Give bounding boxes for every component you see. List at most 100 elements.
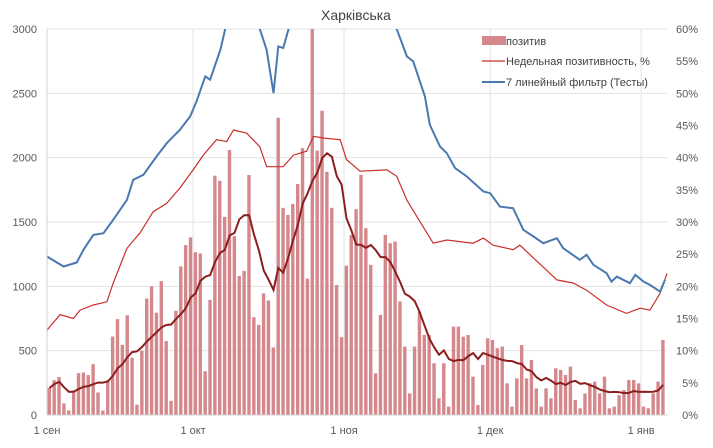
- bar: [369, 264, 373, 415]
- bar: [130, 357, 134, 415]
- y2-tick-label: 15%: [676, 314, 698, 326]
- bar: [286, 214, 290, 415]
- bar: [529, 359, 534, 415]
- y2-tick-label: 10%: [676, 346, 698, 358]
- bar: [407, 393, 412, 415]
- bar: [261, 293, 266, 415]
- bar: [349, 234, 353, 415]
- bar: [388, 243, 392, 415]
- y-tick-label: 2500: [13, 88, 37, 100]
- bar: [403, 346, 407, 415]
- bar: [359, 174, 363, 415]
- bar: [101, 410, 105, 415]
- lines: [46, 29, 668, 395]
- bar: [563, 374, 568, 415]
- bar: [593, 381, 597, 415]
- bar: [549, 398, 553, 415]
- bar: [52, 380, 56, 415]
- y2-tick-label: 45%: [676, 121, 698, 133]
- bar: [456, 326, 461, 415]
- bar: [583, 393, 587, 415]
- legend-swatch-bars: [482, 36, 506, 45]
- bar: [125, 315, 129, 415]
- x-tick-label: 1 ноя: [330, 425, 357, 437]
- y-tick-label: 1500: [13, 217, 37, 229]
- bar: [451, 326, 456, 415]
- bar: [266, 300, 271, 415]
- bar: [412, 346, 417, 415]
- bar: [179, 266, 183, 415]
- bar: [510, 406, 514, 415]
- bar: [232, 236, 237, 415]
- bar: [62, 403, 66, 415]
- bar: [247, 175, 251, 415]
- bar: [91, 364, 95, 415]
- bar: [218, 180, 222, 415]
- bar: [344, 265, 349, 415]
- y2-tick-label: 50%: [676, 88, 698, 100]
- y-tick-label: 500: [19, 346, 37, 358]
- bar: [149, 286, 154, 415]
- bar: [208, 299, 212, 415]
- bar: [373, 373, 378, 415]
- bar: [524, 378, 529, 415]
- bar: [417, 311, 422, 415]
- bar: [222, 216, 227, 415]
- bar: [310, 29, 314, 415]
- bar: [291, 203, 295, 415]
- bar: [193, 252, 198, 415]
- bar: [612, 406, 616, 415]
- y2-tick-label: 40%: [676, 153, 698, 165]
- bar: [578, 408, 582, 415]
- bar: [325, 171, 329, 415]
- y2-tick-label: 55%: [676, 56, 698, 68]
- bar: [432, 363, 436, 415]
- bar: [534, 388, 538, 415]
- bars: [47, 29, 665, 416]
- bar: [461, 336, 465, 415]
- bar: [213, 175, 217, 415]
- bar: [47, 387, 51, 415]
- bar: [271, 347, 276, 415]
- bar: [295, 184, 300, 415]
- x-tick-label: 1 янв: [628, 425, 655, 437]
- bar: [646, 408, 651, 415]
- chart-title: Харківська: [321, 7, 391, 23]
- bar: [641, 406, 646, 415]
- bar: [617, 395, 621, 415]
- bar: [554, 368, 558, 415]
- bar: [383, 234, 388, 415]
- bar: [145, 298, 149, 415]
- bar: [188, 237, 193, 415]
- axes: 0 500 1000 1500 2000 2500 3000 0% 5% 10% 15% 20% 25%…: [13, 24, 699, 437]
- bar: [57, 377, 61, 415]
- tests-line: [46, 29, 666, 294]
- x-tick-label: 1 дек: [477, 425, 504, 437]
- bar: [315, 150, 319, 415]
- legend-label-bars: позитив: [506, 36, 546, 48]
- bar: [169, 400, 173, 415]
- bar: [442, 363, 446, 415]
- bar: [86, 375, 90, 415]
- y2-tick-label: 5%: [682, 378, 698, 390]
- bar: [481, 364, 485, 415]
- bar: [227, 149, 232, 416]
- bar: [602, 376, 607, 415]
- bar: [558, 369, 563, 415]
- bar: [661, 339, 665, 415]
- legend: позитив Недельная позитивность, % 7 лине…: [482, 36, 650, 89]
- y-tick-label: 1000: [13, 281, 37, 293]
- bar: [495, 348, 500, 415]
- bar: [198, 253, 202, 415]
- bar: [656, 381, 660, 415]
- moving-average-line: [48, 152, 664, 395]
- bar: [330, 207, 334, 415]
- bar: [252, 317, 256, 415]
- bar: [622, 390, 626, 415]
- bar: [636, 383, 641, 415]
- y2-tick-label: 35%: [676, 185, 698, 197]
- bar: [76, 373, 81, 415]
- y-tick-label: 0: [31, 410, 37, 422]
- bar: [651, 393, 655, 415]
